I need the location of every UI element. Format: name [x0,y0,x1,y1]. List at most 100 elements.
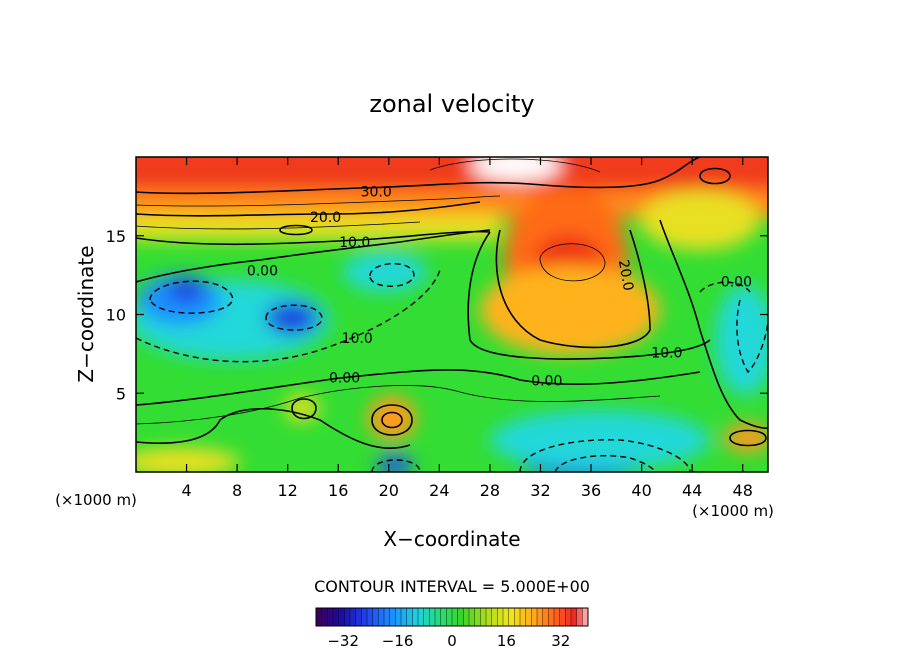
field-yellow-sw [136,448,240,472]
colorbar-cell [361,608,368,626]
x-tick-label: 36 [581,481,601,500]
x-tick-label: 8 [232,481,242,500]
chart-title: zonal velocity [369,90,534,118]
contour-labels: 30.0 20.0 10.0 0.00 10.0 0.00 0.00 20.0 10.0 0.00 [247,185,752,390]
colorbar-cell [406,608,413,626]
colorbar-cell [446,608,453,626]
contour-0-east [659,219,768,429]
x-tick-label: 48 [733,481,753,500]
x-tick-label: 24 [429,481,449,500]
y-axis: 5 10 15 [106,227,768,403]
field-yellow-east [640,190,760,250]
field-cyan-north [343,252,427,292]
colorbar-cell [344,608,351,626]
colorbar-cell [559,608,566,626]
contour-neg-east [736,299,768,374]
colorbar-cell [372,608,379,626]
colorbar-cell [542,608,549,626]
contour-label: 20.0 [615,259,636,292]
contour-neg-north [369,262,415,287]
colorbar-cell [401,608,407,626]
contour-label: 0.00 [329,371,360,387]
colorbar-cell [463,608,470,626]
colorbar-cell [378,608,385,626]
x-axis-label: X−coordinate [383,527,520,551]
colorbar-tick-label: −32 [327,632,359,650]
contour-neg-big [136,269,441,363]
contour-lines-thin [136,158,661,425]
y-tick-label: 10 [106,306,126,325]
contour-label: 10.0 [342,331,373,347]
colorbar-cell [367,608,373,626]
colorbar-cell [576,608,583,626]
colorbar-cell [429,608,436,626]
colorbar-cell [554,608,560,626]
colorbar-cell [503,608,509,626]
contour-neg-south-inner [554,455,657,472]
colorbar-cell [389,608,396,626]
contour-10 [136,230,491,246]
colorbar-cell [327,608,334,626]
plot-area: 30.0 20.0 10.0 0.00 10.0 0.00 0.00 20.0 10.0 0.00 [136,157,768,472]
colorbar-cell [486,608,492,626]
x-tick-label: 4 [181,481,191,500]
colorbar [315,608,589,626]
colorbar-cell [525,608,532,626]
colorbar-cell [520,608,526,626]
contour-max-south [371,404,413,436]
contour-neg-mid [265,304,323,331]
contour-label: 10.0 [651,345,682,361]
colorbar-cell [395,608,402,626]
colorbar-cell [316,608,322,626]
colorbar-cell [582,608,589,626]
field-orange-band [480,265,660,355]
field-orange-max [368,396,416,440]
contour-0 [136,229,491,283]
contour-thin-3 [539,243,606,282]
colorbar-cell [384,608,390,626]
contour-0-main [136,369,701,406]
colorbar-tick-label: 16 [497,632,516,650]
contour-neg-south [519,439,691,472]
contour-max-south-inner [381,411,403,429]
contour-label: 0.00 [721,274,752,290]
x-tick-label: 12 [278,481,298,500]
x-tick-label: 44 [682,481,702,500]
contour-label: 10.0 [339,235,370,251]
field-band-top [136,157,768,195]
x-tick-label: 16 [328,481,348,500]
colorbar-cell [457,608,464,626]
x-tick-label: 20 [379,481,399,500]
colorbar-tick-label: −16 [382,632,414,650]
contour-20-east [495,229,651,349]
contour-thin-4 [429,158,601,173]
contour-thin-1 [136,195,501,207]
contour-lines-neg [136,262,768,472]
contour-label: 0.00 [247,263,278,279]
contour-max-east [699,167,731,185]
colorbar-cell [469,608,475,626]
colorbar-cell [333,608,339,626]
contour-max-se [729,429,767,447]
colorbar-cell [412,608,419,626]
contour-neg-east-2 [699,281,751,293]
x-tick-label: 32 [530,481,550,500]
colorbar-cell [350,608,356,626]
colorbar-tick-label: 0 [447,632,457,650]
colorbar-cell [452,608,458,626]
contour-interval-note: CONTOUR INTERVAL = 5.000E+00 [314,577,590,596]
colorbar-cell [491,608,498,626]
colorbar-cell [514,608,521,626]
colorbar-cell [435,608,441,626]
colorbar-cell [537,608,543,626]
y-axis-label: Z−coordinate [74,245,98,382]
contour-label: 0.00 [531,374,562,390]
x-tick-label: 40 [631,481,651,500]
contour-10-east [467,231,711,360]
y-tick-label: 15 [106,227,126,246]
x-unit-left: (×1000 m) [55,491,137,509]
colorbar-cell [497,608,504,626]
field-cyan-east [715,285,768,395]
colorbar-cell [531,608,538,626]
